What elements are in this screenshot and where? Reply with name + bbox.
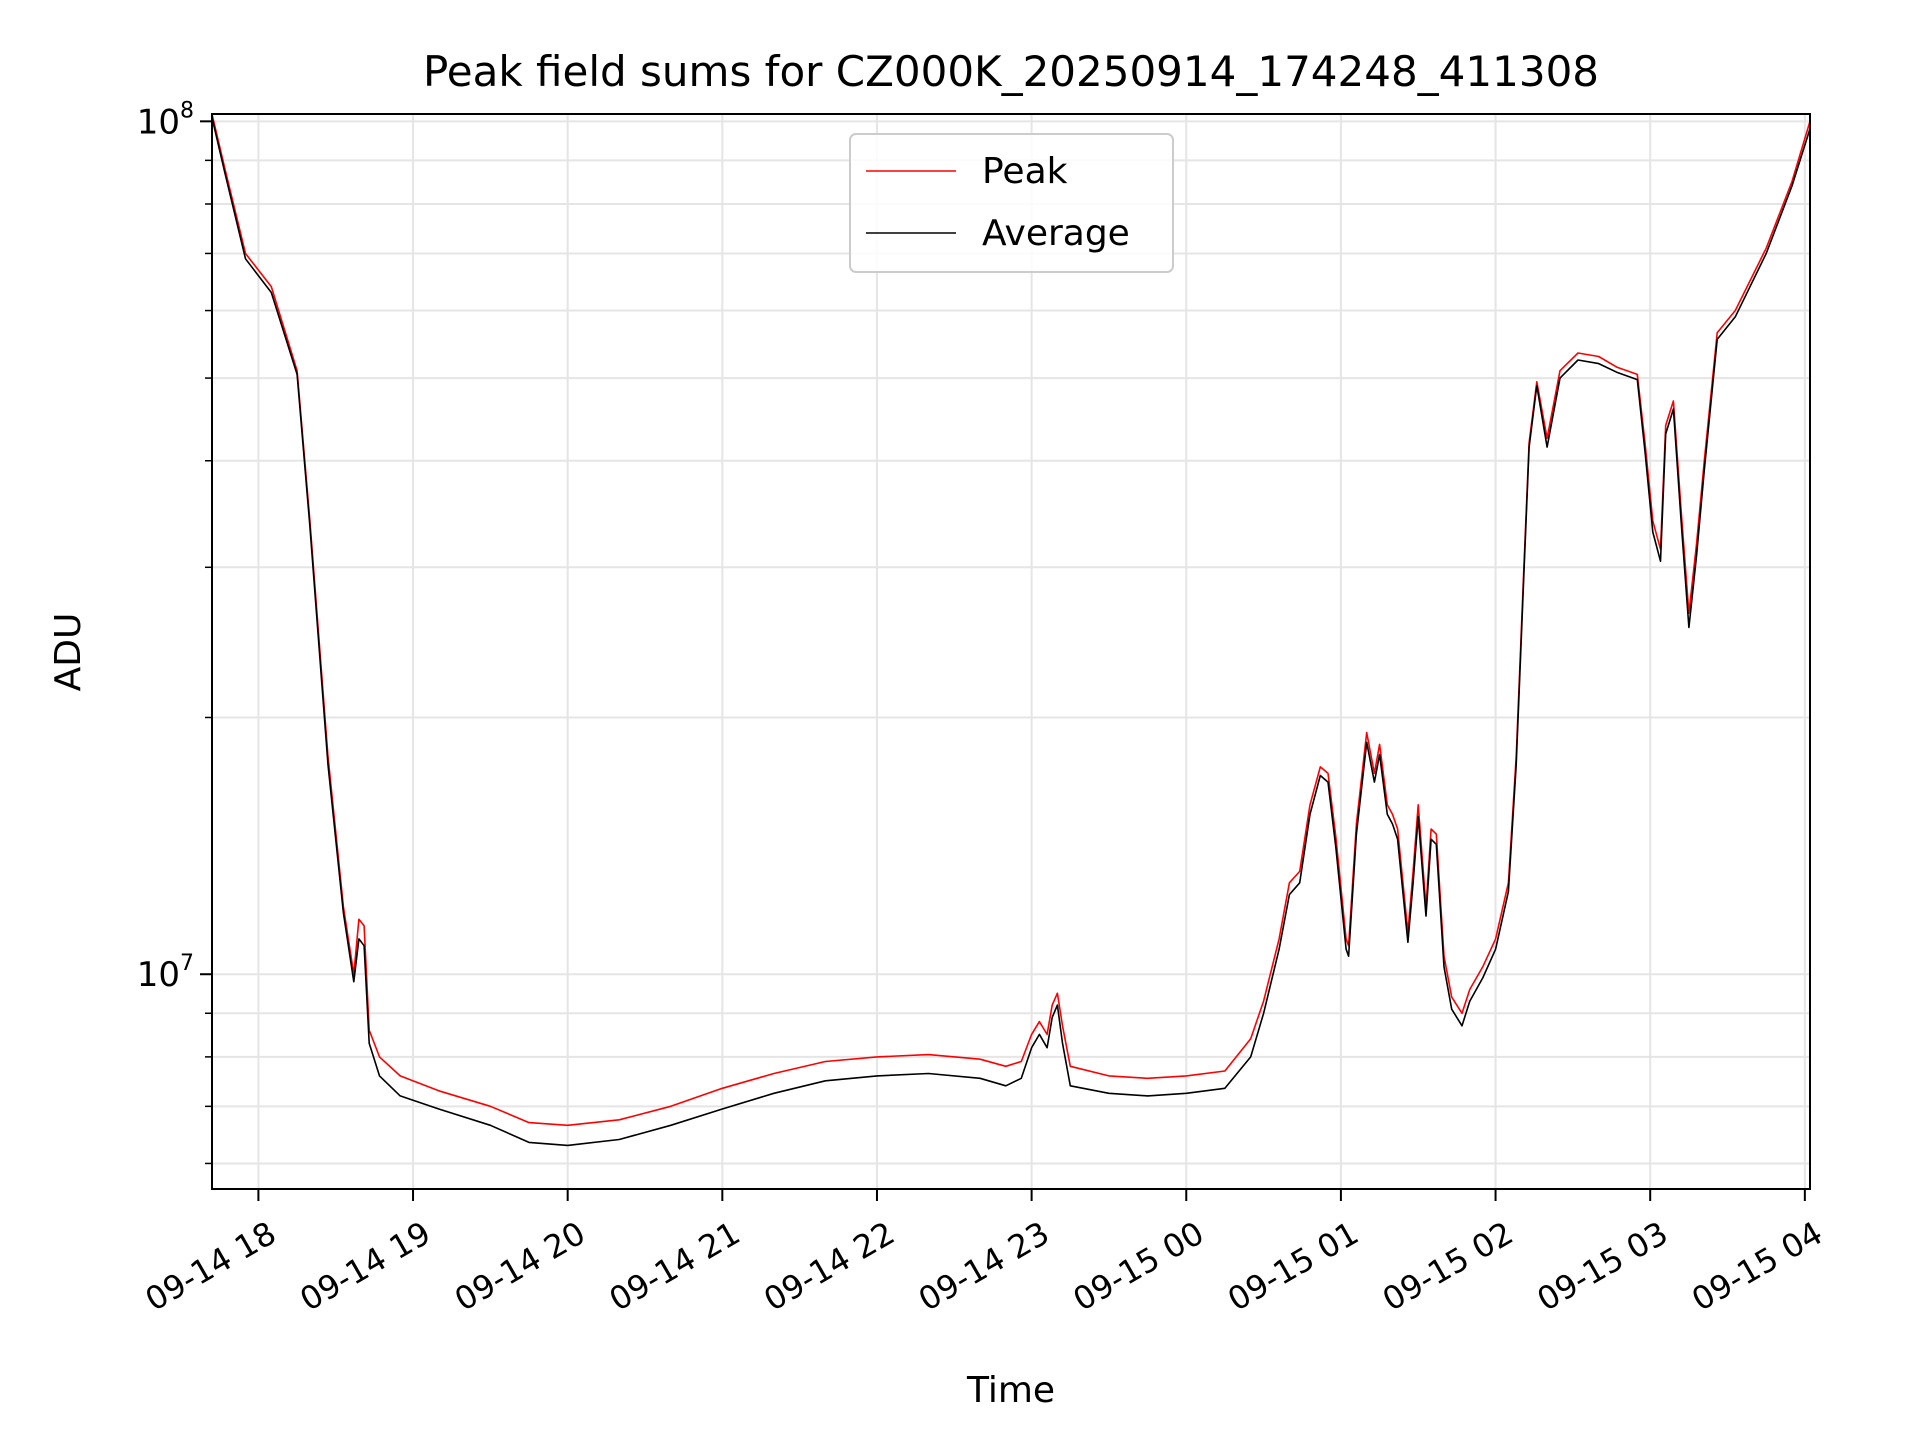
- y-tick-base: 10: [137, 955, 180, 995]
- legend-label-average: Average: [982, 213, 1130, 254]
- chart-title: Peak field sums for CZ000K_20250914_1742…: [423, 47, 1599, 96]
- legend: Peak Average: [849, 133, 1174, 273]
- legend-box: [849, 133, 1174, 273]
- plot-frame: [211, 113, 1811, 1190]
- y-tick-label: 108: [137, 98, 194, 142]
- y-tick-exponent: 7: [180, 951, 194, 976]
- y-tick-base: 10: [137, 102, 180, 142]
- series-layer: [211, 113, 1811, 1147]
- y-tick-label: 107: [137, 951, 194, 995]
- y-axis-label: ADU: [48, 613, 89, 692]
- series-line-peak: [211, 113, 1811, 1127]
- legend-label-peak: Peak: [982, 151, 1068, 192]
- y-tick-exponent: 8: [180, 98, 194, 123]
- x-axis-label: Time: [966, 1370, 1055, 1411]
- series-line-average: [211, 117, 1811, 1147]
